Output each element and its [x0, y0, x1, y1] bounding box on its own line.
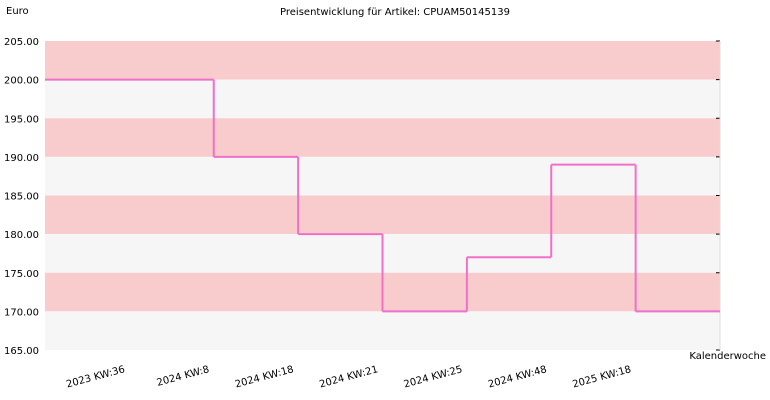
- x-tick-label: 2024 KW:21: [318, 364, 379, 390]
- y-tick-label: 200.00: [4, 76, 39, 87]
- y-tick-label: 205.00: [4, 37, 39, 48]
- x-tick-label: 2024 KW:8: [156, 364, 211, 389]
- y-axis-label: Euro: [6, 6, 29, 17]
- y-tick-label: 195.00: [4, 114, 39, 125]
- background-band: [45, 311, 720, 350]
- y-tick-label: 180.00: [4, 230, 39, 241]
- y-tick-label: 165.00: [4, 346, 39, 357]
- background-band: [45, 41, 720, 80]
- x-axis-label: Kalenderwoche: [689, 351, 766, 362]
- background-band: [45, 79, 720, 119]
- x-tick-label: 2025 KW:18: [571, 364, 632, 390]
- x-tick-label: 2024 KW:48: [487, 364, 548, 390]
- background-band: [45, 156, 720, 196]
- x-tick-label: 2024 KW:25: [403, 364, 464, 390]
- y-tick-label: 190.00: [4, 153, 39, 164]
- y-tick-label: 185.00: [4, 192, 39, 203]
- x-tick-label: 2024 KW:18: [234, 364, 295, 390]
- chart-title: Preisentwicklung für Artikel: CPUAM50145…: [280, 7, 510, 18]
- background-band: [45, 195, 720, 235]
- y-tick-label: 175.00: [4, 269, 39, 280]
- y-tick-label: 170.00: [4, 307, 39, 318]
- x-tick-label: 2023 KW:36: [65, 364, 126, 390]
- background-band: [45, 118, 720, 157]
